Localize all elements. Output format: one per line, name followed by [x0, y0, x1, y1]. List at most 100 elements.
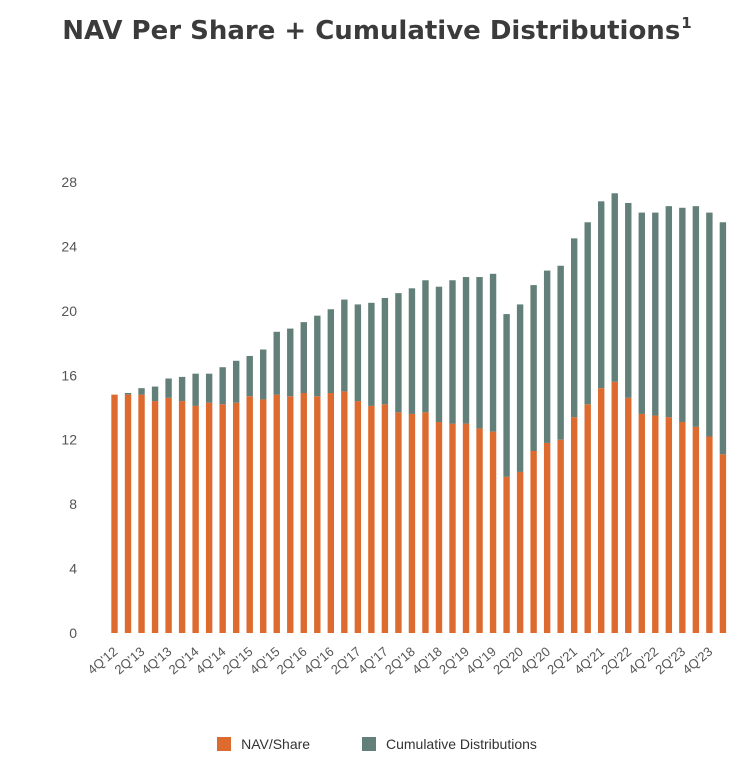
bar-cumulative-distributions [652, 212, 659, 416]
bar-cumulative-distributions [611, 193, 618, 382]
bar-nav-per-share [124, 394, 132, 633]
title-footnote-marker: 1 [681, 14, 692, 32]
bar-cumulative-distributions [692, 206, 700, 427]
x-tick-label: 4Q'13 [139, 644, 175, 678]
bar-cumulative-distributions [219, 367, 226, 405]
x-tick-label: 2Q'21 [544, 644, 580, 678]
bar-nav-per-share [665, 417, 673, 633]
y-tick-label: 28 [61, 174, 77, 190]
bar-nav-per-share [422, 412, 429, 633]
x-tick-label: 4Q'12 [85, 644, 121, 678]
bar-nav-per-share [151, 401, 159, 633]
bar-cumulative-distributions [165, 378, 172, 398]
x-tick-label: 4Q'21 [571, 644, 607, 678]
bar-nav-per-share [165, 397, 172, 633]
legend-label-nav: NAV/Share [241, 736, 311, 752]
bar-nav-per-share [719, 454, 727, 633]
bar-nav-per-share [368, 405, 375, 633]
bar-cumulative-distributions [679, 207, 686, 422]
bar-nav-per-share [435, 421, 443, 633]
bar-cumulative-distributions [625, 202, 632, 398]
bar-cumulative-distributions [395, 293, 402, 413]
x-tick-label: 4Q'14 [193, 644, 229, 678]
bar-cumulative-distributions [570, 238, 578, 418]
chart-title-text: NAV Per Share + Cumulative Distributions [62, 16, 681, 46]
bar-cumulative-distributions [287, 328, 294, 397]
bar-cumulative-distributions [719, 222, 727, 455]
x-tick-label: 4Q'19 [463, 644, 499, 678]
x-tick-label: 2Q'17 [328, 644, 364, 678]
bar-nav-per-share [219, 404, 226, 633]
bar-nav-per-share [625, 397, 632, 633]
bar-cumulative-distributions [314, 315, 321, 397]
bar-cumulative-distributions [368, 302, 375, 406]
bar-nav-per-share [205, 402, 213, 633]
bar-nav-per-share [543, 442, 551, 633]
legend-item-nav: NAV/Share [217, 736, 310, 752]
bar-cumulative-distributions [178, 376, 186, 402]
bar-cumulative-distributions [138, 388, 145, 395]
bar-nav-per-share [462, 423, 470, 633]
x-tick-label: 2Q'19 [436, 644, 472, 678]
x-tick-label: 4Q'16 [301, 644, 337, 678]
bar-nav-per-share [111, 394, 118, 633]
bar-nav-per-share [178, 401, 186, 633]
bar-cumulative-distributions [327, 309, 335, 394]
x-tick-label: 2Q'18 [382, 644, 418, 678]
y-tick-label: 4 [69, 561, 77, 577]
bar-nav-per-share [530, 450, 537, 633]
bar-nav-per-share [300, 393, 307, 633]
y-tick-label: 0 [69, 625, 77, 641]
bar-cumulative-distributions [151, 386, 159, 402]
bar-nav-per-share [138, 394, 145, 633]
x-tick-label: 2Q'16 [274, 644, 310, 678]
x-tick-label: 4Q'15 [247, 644, 283, 678]
x-tick-label: 2Q'15 [220, 644, 256, 678]
bar-cumulative-distributions [543, 270, 551, 443]
x-tick-label: 2Q'20 [490, 644, 526, 678]
bar-nav-per-share [287, 396, 294, 633]
bar-nav-per-share [489, 431, 497, 633]
bar-nav-per-share [395, 412, 402, 633]
bar-nav-per-share [706, 436, 713, 633]
x-tick-label: 4Q'18 [409, 644, 445, 678]
x-tick-label: 4Q'22 [625, 644, 661, 678]
x-tick-label: 4Q'17 [355, 644, 391, 678]
bar-cumulative-distributions [422, 280, 429, 413]
bar-nav-per-share [232, 402, 240, 633]
bar-cumulative-distributions [665, 206, 673, 418]
bar-nav-per-share [570, 417, 578, 633]
bar-nav-per-share [354, 401, 362, 633]
bar-nav-per-share [449, 423, 456, 633]
x-tick-label: 2Q'23 [652, 644, 688, 678]
legend-label-distributions: Cumulative Distributions [385, 736, 537, 752]
bar-cumulative-distributions [381, 297, 389, 405]
bar-cumulative-distributions [557, 265, 564, 440]
y-tick-label: 24 [61, 238, 77, 254]
bar-nav-per-share [557, 439, 564, 633]
x-tick-label: 4Q'20 [517, 644, 553, 678]
bar-cumulative-distributions [246, 355, 253, 397]
bar-cumulative-distributions [205, 373, 213, 403]
bar-nav-per-share [692, 426, 700, 633]
bar-nav-per-share [611, 381, 618, 633]
bar-cumulative-distributions [530, 285, 537, 451]
bar-nav-per-share [598, 388, 605, 633]
y-tick-label: 16 [61, 367, 77, 383]
chart-legend: NAV/Share Cumulative Distributions [0, 736, 754, 754]
bar-cumulative-distributions [124, 393, 132, 395]
x-tick-label: 2Q'13 [112, 644, 148, 678]
bar-cumulative-distributions [462, 277, 470, 424]
bar-cumulative-distributions [598, 201, 605, 389]
bar-nav-per-share [341, 391, 348, 633]
bar-nav-per-share [314, 396, 321, 633]
bar-nav-per-share [408, 413, 416, 633]
legend-item-distributions: Cumulative Distributions [361, 736, 537, 752]
bar-nav-per-share [381, 404, 389, 633]
bar-cumulative-distributions [354, 304, 362, 402]
bar-nav-per-share [503, 476, 510, 633]
bar-nav-per-share [273, 394, 280, 633]
bar-cumulative-distributions [489, 273, 497, 432]
bar-cumulative-distributions [300, 322, 307, 394]
y-tick-label: 20 [61, 303, 77, 319]
